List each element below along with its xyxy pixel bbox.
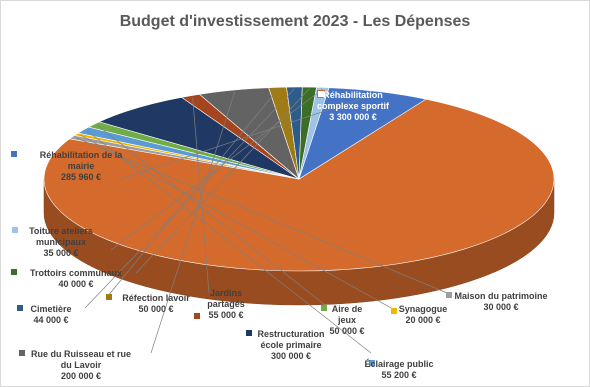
slice-value: 3 300 000 € bbox=[329, 112, 377, 122]
legend-marker bbox=[12, 227, 18, 233]
slice-value: 20 000 € bbox=[405, 315, 440, 325]
slice-labels: Réhabilitation complexe sportif 3 300 000 … bbox=[11, 90, 548, 381]
slice-label: Toiture ateliers municipaux 35 000 € bbox=[29, 226, 93, 258]
leader-line bbox=[87, 130, 372, 354]
leader-line bbox=[150, 91, 236, 354]
slice-label: Éclairage public 55 200 € bbox=[364, 359, 433, 380]
pie-top bbox=[43, 86, 555, 272]
legend-marker bbox=[369, 360, 375, 366]
slice-label: Réhabilitation complexe sportif 3 300 000 … bbox=[317, 90, 390, 122]
legend-marker bbox=[246, 330, 252, 336]
slice-label: Restructuration école primaire 300 000 € bbox=[257, 329, 324, 361]
legend-marker bbox=[391, 308, 397, 314]
leader-line bbox=[80, 134, 394, 310]
legend-marker bbox=[194, 313, 200, 319]
slice-value: 55 000 € bbox=[208, 310, 243, 320]
slice-label: Jardins partagés 55 000 € bbox=[207, 288, 245, 320]
slice-value: 300 000 € bbox=[271, 351, 311, 361]
slice bbox=[298, 87, 427, 180]
leader-line bbox=[192, 97, 210, 294]
legend-marker bbox=[446, 292, 452, 298]
slice-label: Aire de jeux 50 000 € bbox=[329, 304, 364, 336]
slice-value: 30 000 € bbox=[483, 302, 518, 312]
slice-label: Synagogue 20 000 € bbox=[399, 304, 448, 325]
slice-value: 40 000 € bbox=[58, 279, 93, 289]
slice-value: 50 000 € bbox=[138, 304, 173, 314]
leader-line bbox=[110, 88, 323, 251]
slice-value: 285 960 € bbox=[61, 172, 101, 182]
leader-line bbox=[97, 125, 326, 306]
slice-value: 55 200 € bbox=[381, 370, 416, 380]
leader-line bbox=[76, 137, 448, 294]
leader-line bbox=[120, 93, 378, 180]
legend-marker bbox=[19, 350, 25, 356]
chart-title: Budget d'investissement 2023 - Les Dépen… bbox=[119, 13, 471, 30]
legend-marker bbox=[11, 151, 17, 157]
slice-label: Réhabilitation de la mairie 285 960 € bbox=[40, 150, 124, 182]
slice-label: Maison du patrimoine 30 000 € bbox=[454, 291, 547, 312]
leader-line bbox=[84, 88, 295, 309]
slice bbox=[43, 98, 555, 272]
legend-marker bbox=[11, 269, 17, 275]
slice-label: Rue du Ruisseau et rue du Lavoir 200 000 € bbox=[31, 349, 131, 381]
slice-value: 44 000 € bbox=[33, 315, 68, 325]
leader-line bbox=[135, 88, 310, 274]
slice-value: 200 000 € bbox=[61, 371, 101, 381]
slice-label: Cimetière 44 000 € bbox=[30, 304, 71, 325]
leader-line bbox=[106, 88, 279, 298]
leader-lines bbox=[76, 88, 448, 354]
slice-label: Trottoirs communaux 40 000 € bbox=[30, 268, 122, 289]
slice-label: Réfection lavoir 50 000 € bbox=[122, 293, 190, 314]
slice bbox=[98, 97, 300, 180]
slice-value: 50 000 € bbox=[329, 326, 364, 336]
legend-marker bbox=[317, 90, 325, 98]
slice-value: 35 000 € bbox=[43, 248, 78, 258]
legend-marker bbox=[321, 305, 327, 311]
legend-marker bbox=[17, 305, 23, 311]
legend-marker bbox=[106, 294, 112, 300]
